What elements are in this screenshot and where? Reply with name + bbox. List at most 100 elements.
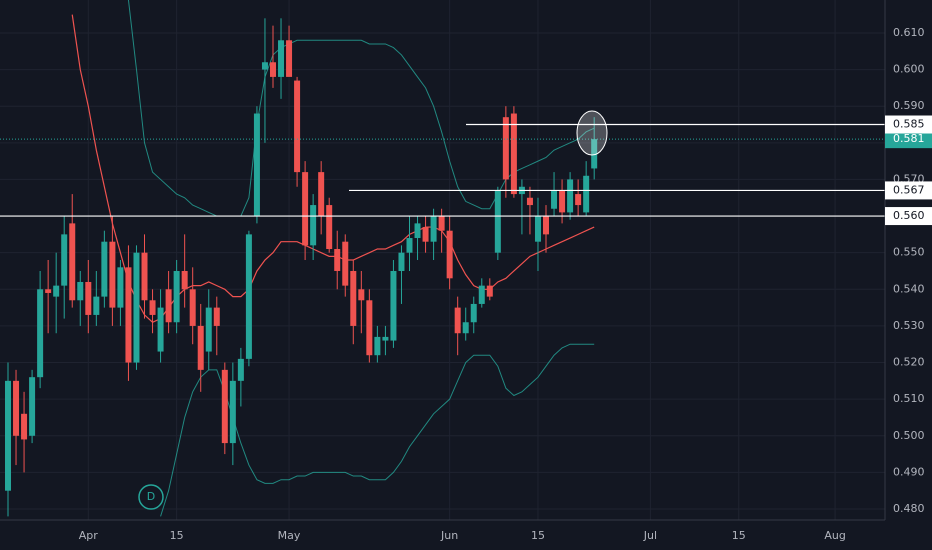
candle-body — [478, 285, 485, 304]
candle-body — [334, 249, 341, 271]
candle-body — [422, 227, 429, 242]
y-tick-label: 0.530 — [893, 319, 925, 332]
x-tick-label: Jul — [643, 529, 657, 542]
level-label: 0.567 — [893, 183, 925, 196]
candle-body — [286, 40, 293, 77]
annotation-badge — [138, 484, 164, 510]
candle-body — [157, 307, 164, 352]
x-tick-label: Apr — [79, 529, 99, 542]
candle-body — [326, 205, 333, 250]
plot-area — [0, 0, 885, 517]
candle-body — [205, 307, 212, 352]
candle-body — [181, 270, 188, 290]
candle-body — [446, 230, 453, 279]
candle-body — [575, 194, 582, 206]
annotation-text: D — [147, 490, 155, 503]
candle-body — [37, 289, 44, 378]
y-tick-label: 0.540 — [893, 282, 925, 295]
candle-body — [567, 179, 574, 213]
candle-body — [21, 413, 28, 440]
candle-body — [526, 197, 533, 206]
candle-body — [543, 216, 550, 235]
candle-body — [125, 267, 132, 363]
candle-body — [591, 139, 598, 169]
candle-body — [189, 289, 196, 326]
candle-body — [318, 172, 325, 217]
x-tick-label: 15 — [732, 529, 746, 542]
x-tick-label: May — [278, 529, 301, 542]
candle-body — [173, 270, 180, 323]
candle-body — [494, 190, 501, 253]
candle-body — [45, 289, 52, 293]
candle-body — [197, 325, 204, 370]
candle-body — [310, 205, 317, 246]
candle-body — [229, 380, 236, 444]
level-box — [885, 181, 932, 200]
candle-body — [149, 300, 156, 315]
candle-body — [77, 281, 84, 301]
y-tick-label: 0.590 — [893, 99, 925, 112]
candle-body — [390, 270, 397, 341]
candle-body — [53, 285, 60, 297]
candle-body — [350, 270, 357, 326]
candle-body — [462, 322, 469, 334]
candle-body — [583, 175, 590, 213]
axes: 0.480 0.490 0.500 0.510 0.520 0.530 0.540 0.550… — [79, 26, 932, 542]
candle-body — [534, 216, 541, 242]
candle-body — [13, 380, 20, 436]
candle-body — [486, 285, 493, 297]
last-price-box — [885, 130, 932, 149]
level-label: 0.585 — [893, 118, 925, 131]
candle-body — [165, 289, 172, 323]
candle-body — [109, 241, 116, 308]
candle-body — [93, 296, 100, 315]
level-box — [885, 115, 932, 134]
candle-body — [85, 281, 92, 315]
candle-body — [245, 234, 252, 359]
candle-body — [133, 252, 140, 363]
candle-body — [29, 377, 36, 436]
candle-body — [358, 289, 365, 301]
level-label: 0.560 — [893, 209, 925, 222]
candle-body — [398, 252, 405, 271]
x-tick-label: 15 — [170, 529, 184, 542]
candle-body — [430, 216, 437, 242]
y-tick-label: 0.600 — [893, 63, 925, 76]
x-tick-label: Jun — [440, 529, 458, 542]
candle-body — [61, 234, 68, 286]
y-tick-label: 0.610 — [893, 26, 925, 39]
y-tick-label: 0.480 — [893, 502, 925, 515]
candle-body — [302, 172, 309, 246]
candle-body — [510, 113, 517, 195]
candle-body — [551, 190, 558, 209]
x-tick-label: 15 — [531, 529, 545, 542]
candle-body — [470, 303, 477, 323]
y-tick-label: 0.510 — [893, 392, 925, 405]
y-tick-label: 0.490 — [893, 465, 925, 478]
candle-body — [382, 336, 389, 341]
candle-body — [454, 307, 461, 334]
candle-body — [221, 369, 228, 444]
candle-body — [278, 40, 285, 77]
y-tick-label: 0.500 — [893, 429, 925, 442]
candle-body — [374, 336, 381, 356]
candle-body — [559, 190, 566, 213]
candle-body — [237, 358, 244, 381]
y-tick-label: 0.520 — [893, 356, 925, 369]
candle-body — [101, 241, 108, 297]
highlight — [576, 110, 608, 156]
candle-body — [69, 223, 76, 301]
y-tick-label: 0.550 — [893, 246, 925, 259]
candle-body — [5, 380, 11, 491]
candle-body — [406, 238, 413, 253]
candle-body — [213, 307, 220, 326]
candle-body — [261, 62, 268, 70]
last-price-label: 0.581 — [893, 132, 925, 145]
candle-body — [253, 113, 260, 217]
candle-body — [414, 223, 421, 239]
level-box — [885, 207, 932, 226]
candle-body — [269, 62, 276, 77]
x-tick-label: Aug — [824, 529, 845, 542]
candle-body — [294, 80, 301, 173]
